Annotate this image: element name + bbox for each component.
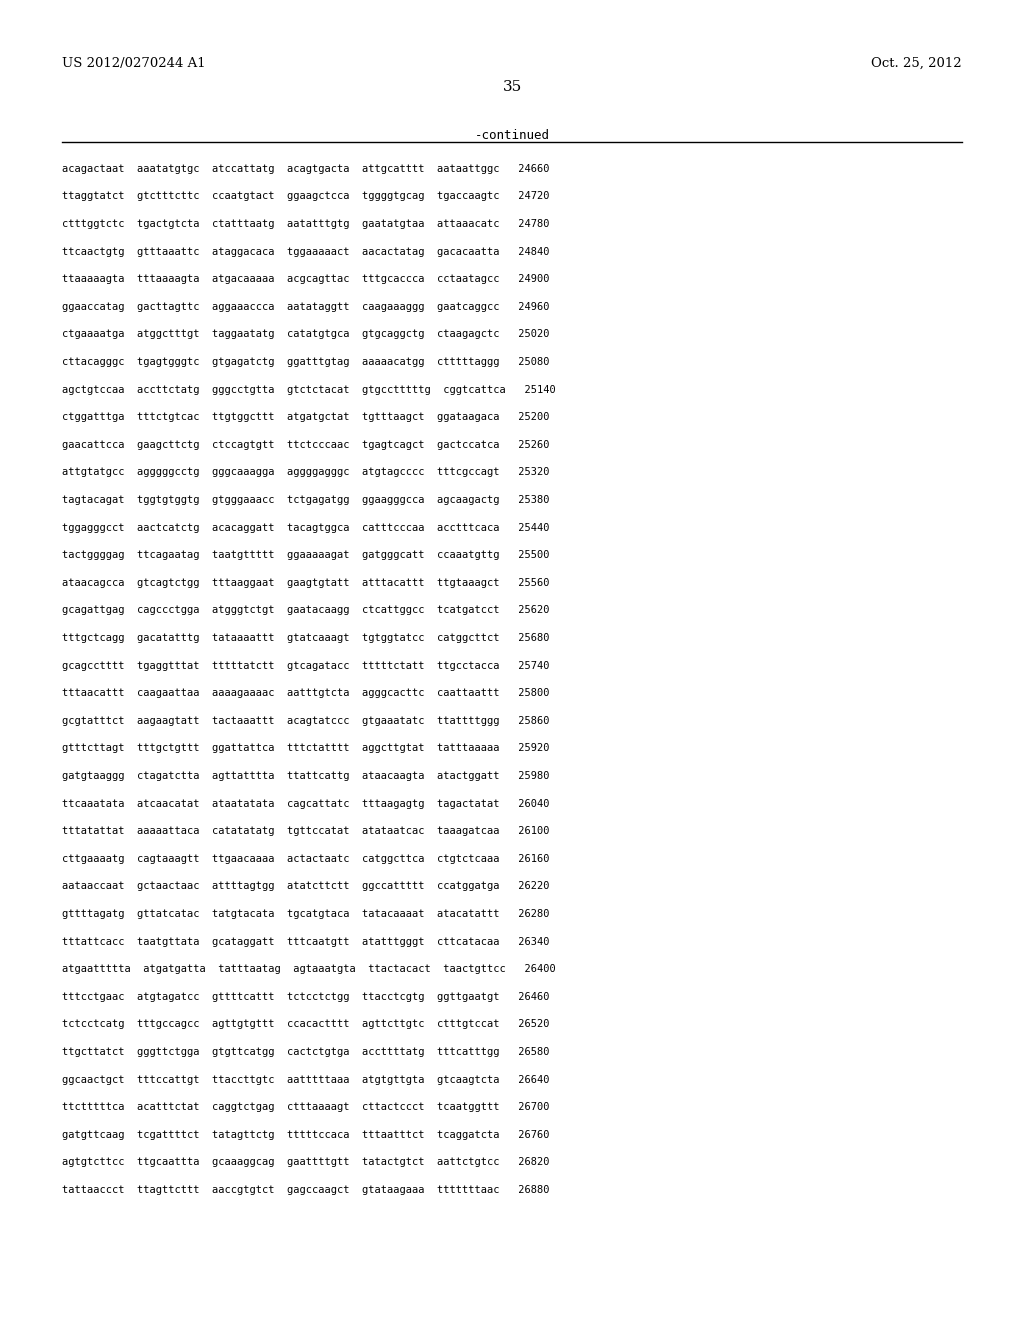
Text: tattaaccct  ttagttcttt  aaccgtgtct  gagccaagct  gtataagaaa  tttttttaac   26880: tattaaccct ttagttcttt aaccgtgtct gagccaa… (62, 1185, 550, 1195)
Text: tttgctcagg  gacatatttg  tataaaattt  gtatcaaagt  tgtggtatcc  catggcttct   25680: tttgctcagg gacatatttg tataaaattt gtatcaa… (62, 634, 550, 643)
Text: ttaaaaagta  tttaaaagta  atgacaaaaa  acgcagttac  tttgcaccca  cctaatagcc   24900: ttaaaaagta tttaaaagta atgacaaaaa acgcagt… (62, 275, 550, 284)
Text: ggaaccatag  gacttagttc  aggaaaccca  aatataggtt  caagaaaggg  gaatcaggcc   24960: ggaaccatag gacttagttc aggaaaccca aatatag… (62, 302, 550, 312)
Text: tttatattat  aaaaattaca  catatatatg  tgttccatat  atataatcac  taaagatcaa   26100: tttatattat aaaaattaca catatatatg tgttcca… (62, 826, 550, 836)
Text: acagactaat  aaatatgtgc  atccattatg  acagtgacta  attgcatttt  aataattggc   24660: acagactaat aaatatgtgc atccattatg acagtga… (62, 164, 550, 174)
Text: gatgtaaggg  ctagatctta  agttatttta  ttattcattg  ataacaagta  atactggatt   25980: gatgtaaggg ctagatctta agttatttta ttattca… (62, 771, 550, 781)
Text: gcagattgag  cagccctgga  atgggtctgt  gaatacaagg  ctcattggcc  tcatgatcct   25620: gcagattgag cagccctgga atgggtctgt gaataca… (62, 606, 550, 615)
Text: attgtatgcc  agggggcctg  gggcaaagga  aggggagggc  atgtagcccc  tttcgccagt   25320: attgtatgcc agggggcctg gggcaaagga aggggag… (62, 467, 550, 478)
Text: tctcctcatg  tttgccagcc  agttgtgttt  ccacactttt  agttcttgtc  ctttgtccat   26520: tctcctcatg tttgccagcc agttgtgttt ccacact… (62, 1019, 550, 1030)
Text: ggcaactgct  tttccattgt  ttaccttgtc  aatttttaaa  atgtgttgta  gtcaagtcta   26640: ggcaactgct tttccattgt ttaccttgtc aattttt… (62, 1074, 550, 1085)
Text: agctgtccaa  accttctatg  gggcctgtta  gtctctacat  gtgcctttttg  cggtcattca   25140: agctgtccaa accttctatg gggcctgtta gtctcta… (62, 384, 556, 395)
Text: cttacagggc  tgagtgggtc  gtgagatctg  ggatttgtag  aaaaacatgg  ctttttaggg   25080: cttacagggc tgagtgggtc gtgagatctg ggatttg… (62, 356, 550, 367)
Text: agtgtcttcc  ttgcaattta  gcaaaggcag  gaattttgtt  tatactgtct  aattctgtcc   26820: agtgtcttcc ttgcaattta gcaaaggcag gaatttt… (62, 1158, 550, 1167)
Text: gcagcctttt  tgaggtttat  tttttatctt  gtcagatacc  tttttctatt  ttgcctacca   25740: gcagcctttt tgaggtttat tttttatctt gtcagat… (62, 660, 550, 671)
Text: gatgttcaag  tcgattttct  tatagttctg  tttttccaca  tttaatttct  tcaggatcta   26760: gatgttcaag tcgattttct tatagttctg tttttcc… (62, 1130, 550, 1139)
Text: ttaggtatct  gtctttcttc  ccaatgtact  ggaagctcca  tggggtgcag  tgaccaagtc   24720: ttaggtatct gtctttcttc ccaatgtact ggaagct… (62, 191, 550, 202)
Text: ttcaaatata  atcaacatat  ataatatata  cagcattatc  tttaagagtg  tagactatat   26040: ttcaaatata atcaacatat ataatatata cagcatt… (62, 799, 550, 809)
Text: gaacattcca  gaagcttctg  ctccagtgtt  ttctcccaac  tgagtcagct  gactccatca   25260: gaacattcca gaagcttctg ctccagtgtt ttctccc… (62, 440, 550, 450)
Text: tactggggag  ttcagaatag  taatgttttt  ggaaaaagat  gatgggcatt  ccaaatgttg   25500: tactggggag ttcagaatag taatgttttt ggaaaaa… (62, 550, 550, 560)
Text: atgaattttta  atgatgatta  tatttaatag  agtaaatgta  ttactacact  taactgttcc   26400: atgaattttta atgatgatta tatttaatag agtaaa… (62, 964, 556, 974)
Text: ctggatttga  tttctgtcac  ttgtggcttt  atgatgctat  tgtttaagct  ggataagaca   25200: ctggatttga tttctgtcac ttgtggcttt atgatgc… (62, 412, 550, 422)
Text: ttctttttca  acatttctat  caggtctgag  ctttaaaagt  cttactccct  tcaatggttt   26700: ttctttttca acatttctat caggtctgag ctttaaa… (62, 1102, 550, 1113)
Text: cttgaaaatg  cagtaaagtt  ttgaacaaaa  actactaatc  catggcttca  ctgtctcaaa   26160: cttgaaaatg cagtaaagtt ttgaacaaaa actacta… (62, 854, 550, 863)
Text: -continued: -continued (474, 129, 550, 143)
Text: US 2012/0270244 A1: US 2012/0270244 A1 (62, 57, 206, 70)
Text: ttcaactgtg  gtttaaattc  ataggacaca  tggaaaaact  aacactatag  gacacaatta   24840: ttcaactgtg gtttaaattc ataggacaca tggaaaa… (62, 247, 550, 256)
Text: gtttcttagt  tttgctgttt  ggattattca  tttctatttt  aggcttgtat  tatttaaaaa   25920: gtttcttagt tttgctgttt ggattattca tttctat… (62, 743, 550, 754)
Text: gcgtatttct  aagaagtatt  tactaaattt  acagtatccc  gtgaaatatc  ttattttggg   25860: gcgtatttct aagaagtatt tactaaattt acagtat… (62, 715, 550, 726)
Text: ctgaaaatga  atggctttgt  taggaatatg  catatgtgca  gtgcaggctg  ctaagagctc   25020: ctgaaaatga atggctttgt taggaatatg catatgt… (62, 330, 550, 339)
Text: tttattcacc  taatgttata  gcataggatt  tttcaatgtt  atatttgggt  cttcatacaa   26340: tttattcacc taatgttata gcataggatt tttcaat… (62, 937, 550, 946)
Text: tttcctgaac  atgtagatcc  gttttcattt  tctcctctgg  ttacctcgtg  ggttgaatgt   26460: tttcctgaac atgtagatcc gttttcattt tctcctc… (62, 991, 550, 1002)
Text: Oct. 25, 2012: Oct. 25, 2012 (871, 57, 962, 70)
Text: ttgcttatct  gggttctgga  gtgttcatgg  cactctgtga  accttttatg  tttcatttgg   26580: ttgcttatct gggttctgga gtgttcatgg cactctg… (62, 1047, 550, 1057)
Text: tagtacagat  tggtgtggtg  gtgggaaacc  tctgagatgg  ggaagggcca  agcaagactg   25380: tagtacagat tggtgtggtg gtgggaaacc tctgaga… (62, 495, 550, 506)
Text: ctttggtctc  tgactgtcta  ctatttaatg  aatatttgtg  gaatatgtaa  attaaacatc   24780: ctttggtctc tgactgtcta ctatttaatg aatattt… (62, 219, 550, 228)
Text: tttaacattt  caagaattaa  aaaagaaaac  aatttgtcta  agggcacttc  caattaattt   25800: tttaacattt caagaattaa aaaagaaaac aatttgt… (62, 688, 550, 698)
Text: 35: 35 (503, 81, 521, 94)
Text: ataacagcca  gtcagtctgg  tttaaggaat  gaagtgtatt  atttacattt  ttgtaaagct   25560: ataacagcca gtcagtctgg tttaaggaat gaagtgt… (62, 578, 550, 587)
Text: gttttagatg  gttatcatac  tatgtacata  tgcatgtaca  tatacaaaat  atacatattt   26280: gttttagatg gttatcatac tatgtacata tgcatgt… (62, 909, 550, 919)
Text: tggagggcct  aactcatctg  acacaggatt  tacagtggca  catttcccaa  acctttcaca   25440: tggagggcct aactcatctg acacaggatt tacagtg… (62, 523, 550, 532)
Text: aataaccaat  gctaactaac  attttagtgg  atatcttctt  ggccattttt  ccatggatga   26220: aataaccaat gctaactaac attttagtgg atatctt… (62, 882, 550, 891)
